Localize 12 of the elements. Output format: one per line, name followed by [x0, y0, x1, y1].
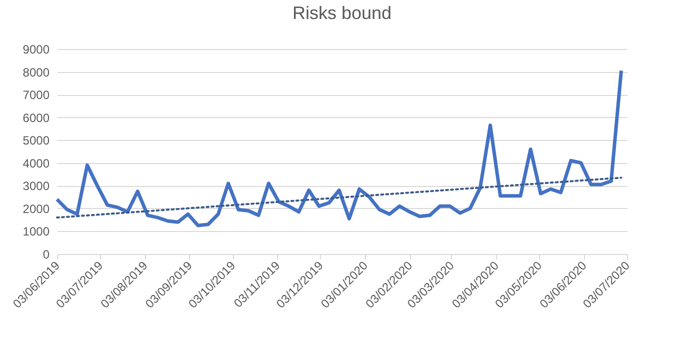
y-tick-label: 1000 [22, 224, 50, 239]
y-tick-label: 4000 [22, 156, 50, 170]
line-series [55, 68, 623, 228]
chart-title: Risks bound [292, 3, 392, 23]
y-tick-label: 6000 [22, 110, 50, 125]
y-tick-label: 8000 [22, 65, 50, 80]
y-tick-label: 9000 [22, 42, 50, 56]
y-tick-label: 2000 [22, 202, 50, 216]
y-tick-label: 5000 [22, 134, 50, 148]
y-tick-label: 7000 [22, 88, 50, 102]
y-tick-label: 3000 [22, 179, 50, 194]
y-tick-label: 0 [42, 248, 50, 262]
